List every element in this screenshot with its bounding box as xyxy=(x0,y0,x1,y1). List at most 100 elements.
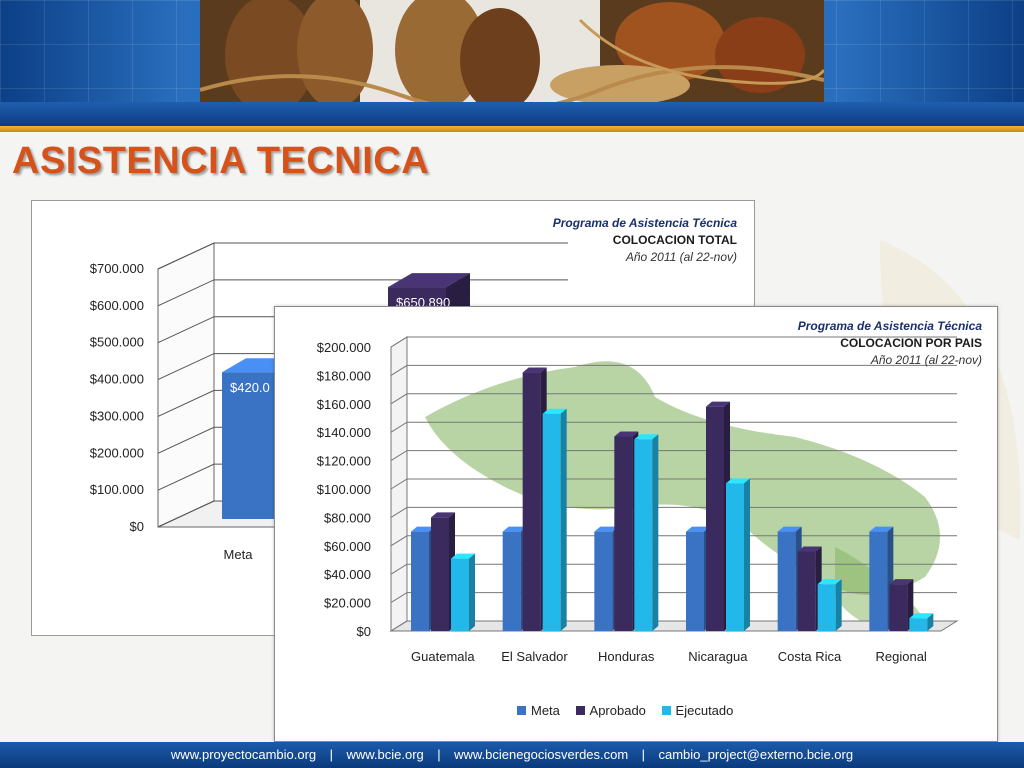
chart-pais-caption-line2: COLOCACION POR PAIS xyxy=(840,336,982,350)
chart-pais-y-tick: $140.000 xyxy=(317,425,371,440)
chart-total-caption-line1: Programa de Asistencia Técnica xyxy=(552,216,737,230)
chart-pais-gridline xyxy=(390,563,957,575)
chart-pais-bar-ejecutado-0-side xyxy=(469,553,475,631)
chart-total-caption-line2: COLOCACION TOTAL xyxy=(612,233,737,247)
chart-pais-bar-ejecutado-4-top xyxy=(817,579,842,585)
legend-swatch-ejecutado xyxy=(661,706,671,715)
chart-pais-bar-ejecutado-3-front xyxy=(726,483,744,631)
chart-pais-caption-line1: Programa de Asistencia Técnica xyxy=(797,319,982,333)
chart-pais-x-label: Costa Rica xyxy=(778,649,842,664)
chart-pais-bar-aprobado-2-top xyxy=(614,431,639,437)
chart-total-caption: Programa de Asistencia Técnica COLOCACIO… xyxy=(553,215,737,266)
footer-link-negociosverdes[interactable]: www.bcienegociosverdes.com xyxy=(454,747,629,762)
chart-pais-gridline xyxy=(390,336,957,348)
chart-pais-caption-line3: Año 2011 (al 22-nov) xyxy=(870,353,982,367)
chart-colocacion-por-pais: $0 $20.000 $40.000 $60.000 $80.000 $100.000 $1… xyxy=(274,306,998,742)
chart-total-caption-line3: Año 2011 (al 22-nov) xyxy=(625,250,737,264)
chart-pais-gridline xyxy=(390,620,957,632)
chart-total-y-tick: $600.000 xyxy=(90,298,144,313)
chart-pais-bar-aprobado-5-top xyxy=(889,579,914,585)
chart-total-bar-0-front xyxy=(222,372,280,519)
chart-pais-y-tick: $60.000 xyxy=(324,539,371,554)
chart-pais-gridline xyxy=(390,421,957,433)
chart-total-bar-1-top xyxy=(388,273,470,288)
chart-pais-y-tick: $120.000 xyxy=(317,454,371,469)
chart-pais-caption: Programa de Asistencia Técnica COLOCACIO… xyxy=(798,318,982,369)
chart-total-y-tick: $500.000 xyxy=(90,335,144,350)
legend-item-aprobado: Aprobado xyxy=(575,703,646,718)
chart-total-y-tick: $300.000 xyxy=(90,408,144,423)
footer-separator: | xyxy=(641,747,646,762)
chart-total-x-label-meta: Meta xyxy=(224,547,254,562)
legend-swatch-meta xyxy=(517,706,526,715)
banner-stripe xyxy=(0,102,1024,126)
chart-pais-bar-aprobado-0-front xyxy=(431,517,449,631)
chart-pais-bar-ejecutado-1-front xyxy=(542,413,561,631)
chart-pais-bar-ejecutado-3-side xyxy=(744,478,750,631)
chart-pais-bar-meta-5-front xyxy=(869,531,888,631)
page-title: ASISTENCIA TECNICA xyxy=(12,140,430,182)
chart-pais-x-label: Nicaragua xyxy=(688,649,748,664)
gold-divider xyxy=(0,126,1024,132)
chart-pais-bar-aprobado-4-front xyxy=(797,551,816,631)
chart-pais-bar-meta-3-top xyxy=(686,526,710,532)
chart-pais-bar-meta-0-top xyxy=(411,526,435,532)
chart-total-y-tick: $100.000 xyxy=(90,482,144,497)
chart-pais-x-label: El Salvador xyxy=(501,649,568,664)
chart-pais-bar-aprobado-4-top xyxy=(797,546,822,552)
chart-pais-gridline xyxy=(390,592,957,604)
chart-pais-bar-ejecutado-1 xyxy=(542,408,567,631)
legend-label-ejecutado: Ejecutado xyxy=(675,703,734,718)
footer-link-proyectocambio[interactable]: www.proyectocambio.org xyxy=(170,747,317,762)
footer-email[interactable]: cambio_project@externo.bcie.org xyxy=(658,747,854,762)
chart-pais-gridline xyxy=(390,450,957,462)
chart-total-data-label: $420.0 xyxy=(230,380,270,395)
cacao-photo-icon xyxy=(200,0,824,102)
chart-pais-bar-meta-2-top xyxy=(594,526,619,532)
chart-pais-bar-ejecutado-0-top xyxy=(451,553,475,559)
chart-pais-y-tick: $180.000 xyxy=(317,368,371,383)
legend-label-aprobado: Aprobado xyxy=(589,703,646,718)
cacao-banner-photo xyxy=(200,0,824,102)
chart-pais-bar-meta-4-top xyxy=(777,526,802,532)
chart-pais-bar-ejecutado-4-side xyxy=(835,579,842,631)
chart-pais-bar-ejecutado-5-side xyxy=(927,613,934,631)
chart-pais-bar-aprobado-1-top xyxy=(522,367,547,373)
footer-link-bcie[interactable]: www.bcie.org xyxy=(346,747,424,762)
chart-pais-bar-meta-1-top xyxy=(502,526,527,532)
chart-pais-svg: $0 $20.000 $40.000 $60.000 $80.000 $100.000 $1… xyxy=(317,336,959,664)
chart-pais-bar-ejecutado-2-front xyxy=(634,439,653,631)
chart-pais-bar-ejecutado-5-top xyxy=(909,613,934,619)
chart-pais-legend: Meta Aprobado Ejecutado xyxy=(517,703,745,718)
chart-pais-bar-aprobado-3-front xyxy=(706,406,724,631)
chart-pais-y-tick: $200.000 xyxy=(317,340,371,355)
chart-pais-gridline xyxy=(390,393,957,405)
chart-pais-gridline xyxy=(390,506,957,518)
chart-pais-bar-ejecutado-4 xyxy=(817,579,842,631)
chart-pais-bar-ejecutado-0-front xyxy=(451,558,469,631)
chart-pais-bar-ejecutado-4-front xyxy=(817,584,836,631)
chart-total-y-tick: $700.000 xyxy=(90,261,144,276)
chart-pais-bar-ejecutado-2 xyxy=(634,434,659,631)
map-background-icon xyxy=(425,361,940,595)
chart-pais-bar-ejecutado-3 xyxy=(726,478,750,631)
chart-pais-bar-aprobado-0-top xyxy=(431,512,455,518)
chart-pais-gridline xyxy=(390,478,957,490)
footer-separator: | xyxy=(329,747,333,762)
chart-total-y-tick: $400.000 xyxy=(90,372,144,387)
chart-pais-bar-ejecutado-2-top xyxy=(634,434,659,440)
chart-pais-bar-ejecutado-2-side xyxy=(652,434,659,631)
chart-total-gridline xyxy=(157,279,568,307)
chart-pais-bar-meta-4-front xyxy=(777,531,796,631)
chart-pais-x-label: Regional xyxy=(876,649,927,664)
chart-pais-bar-aprobado-1-front xyxy=(522,372,541,631)
footer-separator: | xyxy=(437,747,441,762)
chart-pais-bar-meta-0-front xyxy=(411,531,429,631)
legend-item-meta: Meta xyxy=(517,703,560,718)
chart-pais-y-tick: $80.000 xyxy=(324,510,371,525)
chart-total-y-tick: $0 xyxy=(130,519,144,534)
chart-pais-bar-ejecutado-0 xyxy=(451,553,475,631)
chart-total-gridline xyxy=(157,242,568,270)
legend-label-meta: Meta xyxy=(531,703,560,718)
chart-pais-y-tick: $100.000 xyxy=(317,482,371,497)
